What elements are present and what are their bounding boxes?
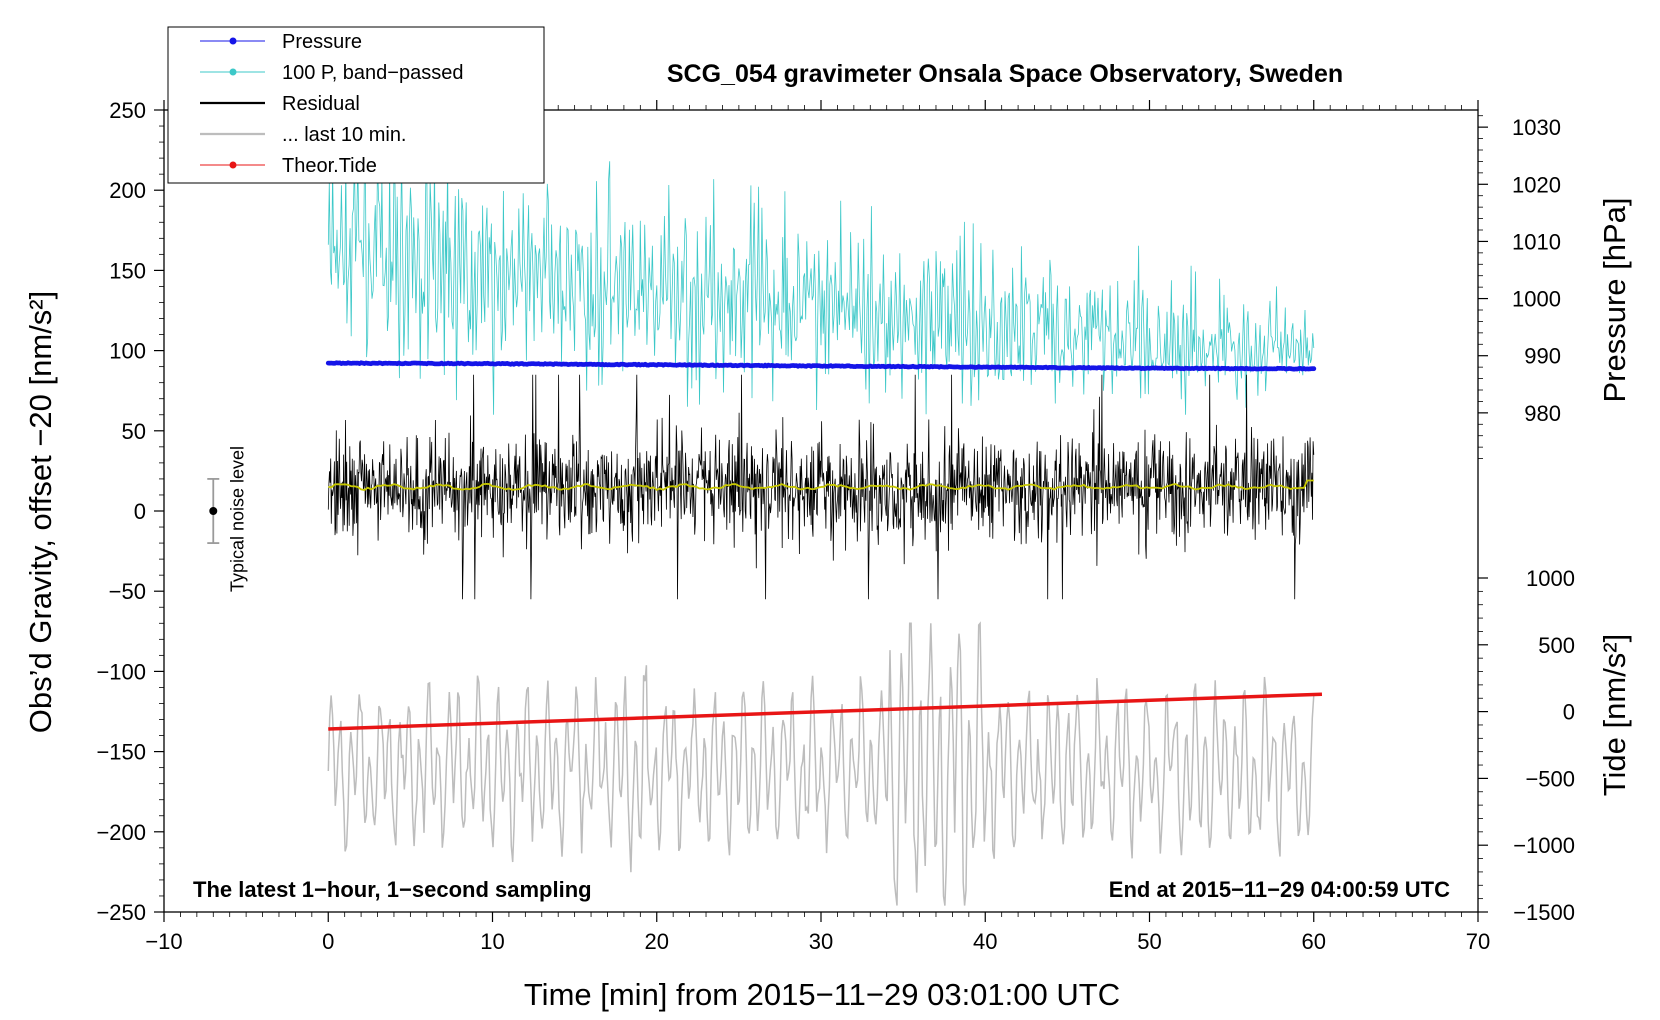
legend-box (167, 26, 545, 184)
y-left-tick-label: 250 (109, 98, 146, 123)
chart-title: SCG_054 gravimeter Onsala Space Observat… (667, 60, 1343, 88)
end-time-note: End at 2015−11−29 04:00:59 UTC (1109, 877, 1450, 902)
legend-label: ... last 10 min. (282, 124, 407, 146)
tide-tick-label: −1000 (1513, 833, 1575, 858)
sampling-note: The latest 1−hour, 1−second sampling (193, 877, 592, 902)
pressure-tick-label: 1010 (1512, 229, 1561, 254)
y-left-tick-label: 200 (109, 178, 146, 203)
legend-entry: ... last 10 min. (200, 124, 407, 146)
axis-layer: −10 0 10 20 30 40 50 60 70250200150100500−50−100… (96, 98, 1575, 954)
x-tick-label: 40 (973, 929, 997, 954)
y-left-tick-label: −50 (109, 579, 146, 604)
legend-marker (229, 68, 237, 76)
tide-tick-label: −500 (1525, 766, 1575, 791)
legend-label: Residual (282, 93, 360, 115)
tide-tick-label: 500 (1538, 633, 1575, 658)
legend-entry: Pressure (200, 31, 362, 53)
legend-marker (229, 37, 237, 45)
y-left-tick-label: 50 (122, 419, 146, 444)
tide-line (328, 692, 1323, 731)
series-line-last-10-min (327, 621, 1315, 906)
y-left-tick-label: −100 (96, 659, 146, 684)
x-tick-label: 70 (1466, 929, 1490, 954)
legend-entries: Pressure 100 P, band−passed Residual ... la… (200, 31, 463, 177)
noise-point (209, 507, 218, 515)
tide-tick-label: 1000 (1526, 566, 1575, 591)
series-pressure (325, 360, 1317, 372)
legend-marker (229, 161, 237, 169)
legend-entry: Theor.Tide (200, 155, 377, 177)
x-tick-label: 50 (1137, 929, 1161, 954)
tide-tick-label: 0 (1563, 700, 1575, 725)
pressure-tick-label: 1020 (1512, 172, 1561, 197)
x-tick-label: 0 (322, 929, 334, 954)
pressure-tick-label: 980 (1524, 401, 1561, 426)
x-tick-label: −10 (145, 929, 182, 954)
legend-label: 100 P, band−passed (282, 62, 463, 84)
x-tick-label: 20 (645, 929, 669, 954)
x-tick-label: 30 (809, 929, 833, 954)
noise-indicator: Typical noise level (207, 446, 247, 592)
noise-label: Typical noise level (227, 446, 247, 592)
series-line-band-passed-pressure (327, 158, 1315, 415)
x-tick-label: 10 (480, 929, 504, 954)
series-layer (325, 158, 1323, 906)
y-left-tick-label: 150 (109, 258, 146, 283)
legend-entry: 100 P, band−passed (200, 62, 463, 84)
series-line-residual-smoothed (328, 479, 1314, 491)
tide-axis-title: Tide [nm/s²] (1597, 634, 1632, 797)
y-left-tick-label: 0 (134, 499, 146, 524)
y-left-axis-title: Obs’d Gravity, offset −20 [nm/s²] (23, 291, 58, 734)
y-left-tick-label: 100 (109, 339, 146, 364)
y-left-tick-label: −250 (96, 900, 146, 925)
pressure-axis-title: Pressure [hPa] (1597, 197, 1632, 402)
legend-entry: Residual (200, 93, 360, 115)
y-left-tick-label: −150 (96, 740, 146, 765)
x-tick-label: 60 (1302, 929, 1326, 954)
legend-label: Pressure (282, 31, 362, 53)
tide-tick-label: −1500 (1513, 900, 1575, 925)
pressure-tick-label: 1000 (1512, 287, 1561, 312)
series-theoretical-tide (328, 692, 1323, 731)
series-line-residual (327, 374, 1315, 600)
pressure-point (1311, 366, 1317, 372)
legend-label: Theor.Tide (282, 155, 377, 177)
legend: Pressure 100 P, band−passed Residual ... la… (167, 26, 545, 184)
pressure-tick-label: 990 (1524, 344, 1561, 369)
y-left-tick-label: −200 (96, 820, 146, 845)
pressure-tick-label: 1030 (1512, 115, 1561, 140)
x-axis-title: Time [min] from 2015−11−29 03:01:00 UTC (524, 977, 1120, 1012)
